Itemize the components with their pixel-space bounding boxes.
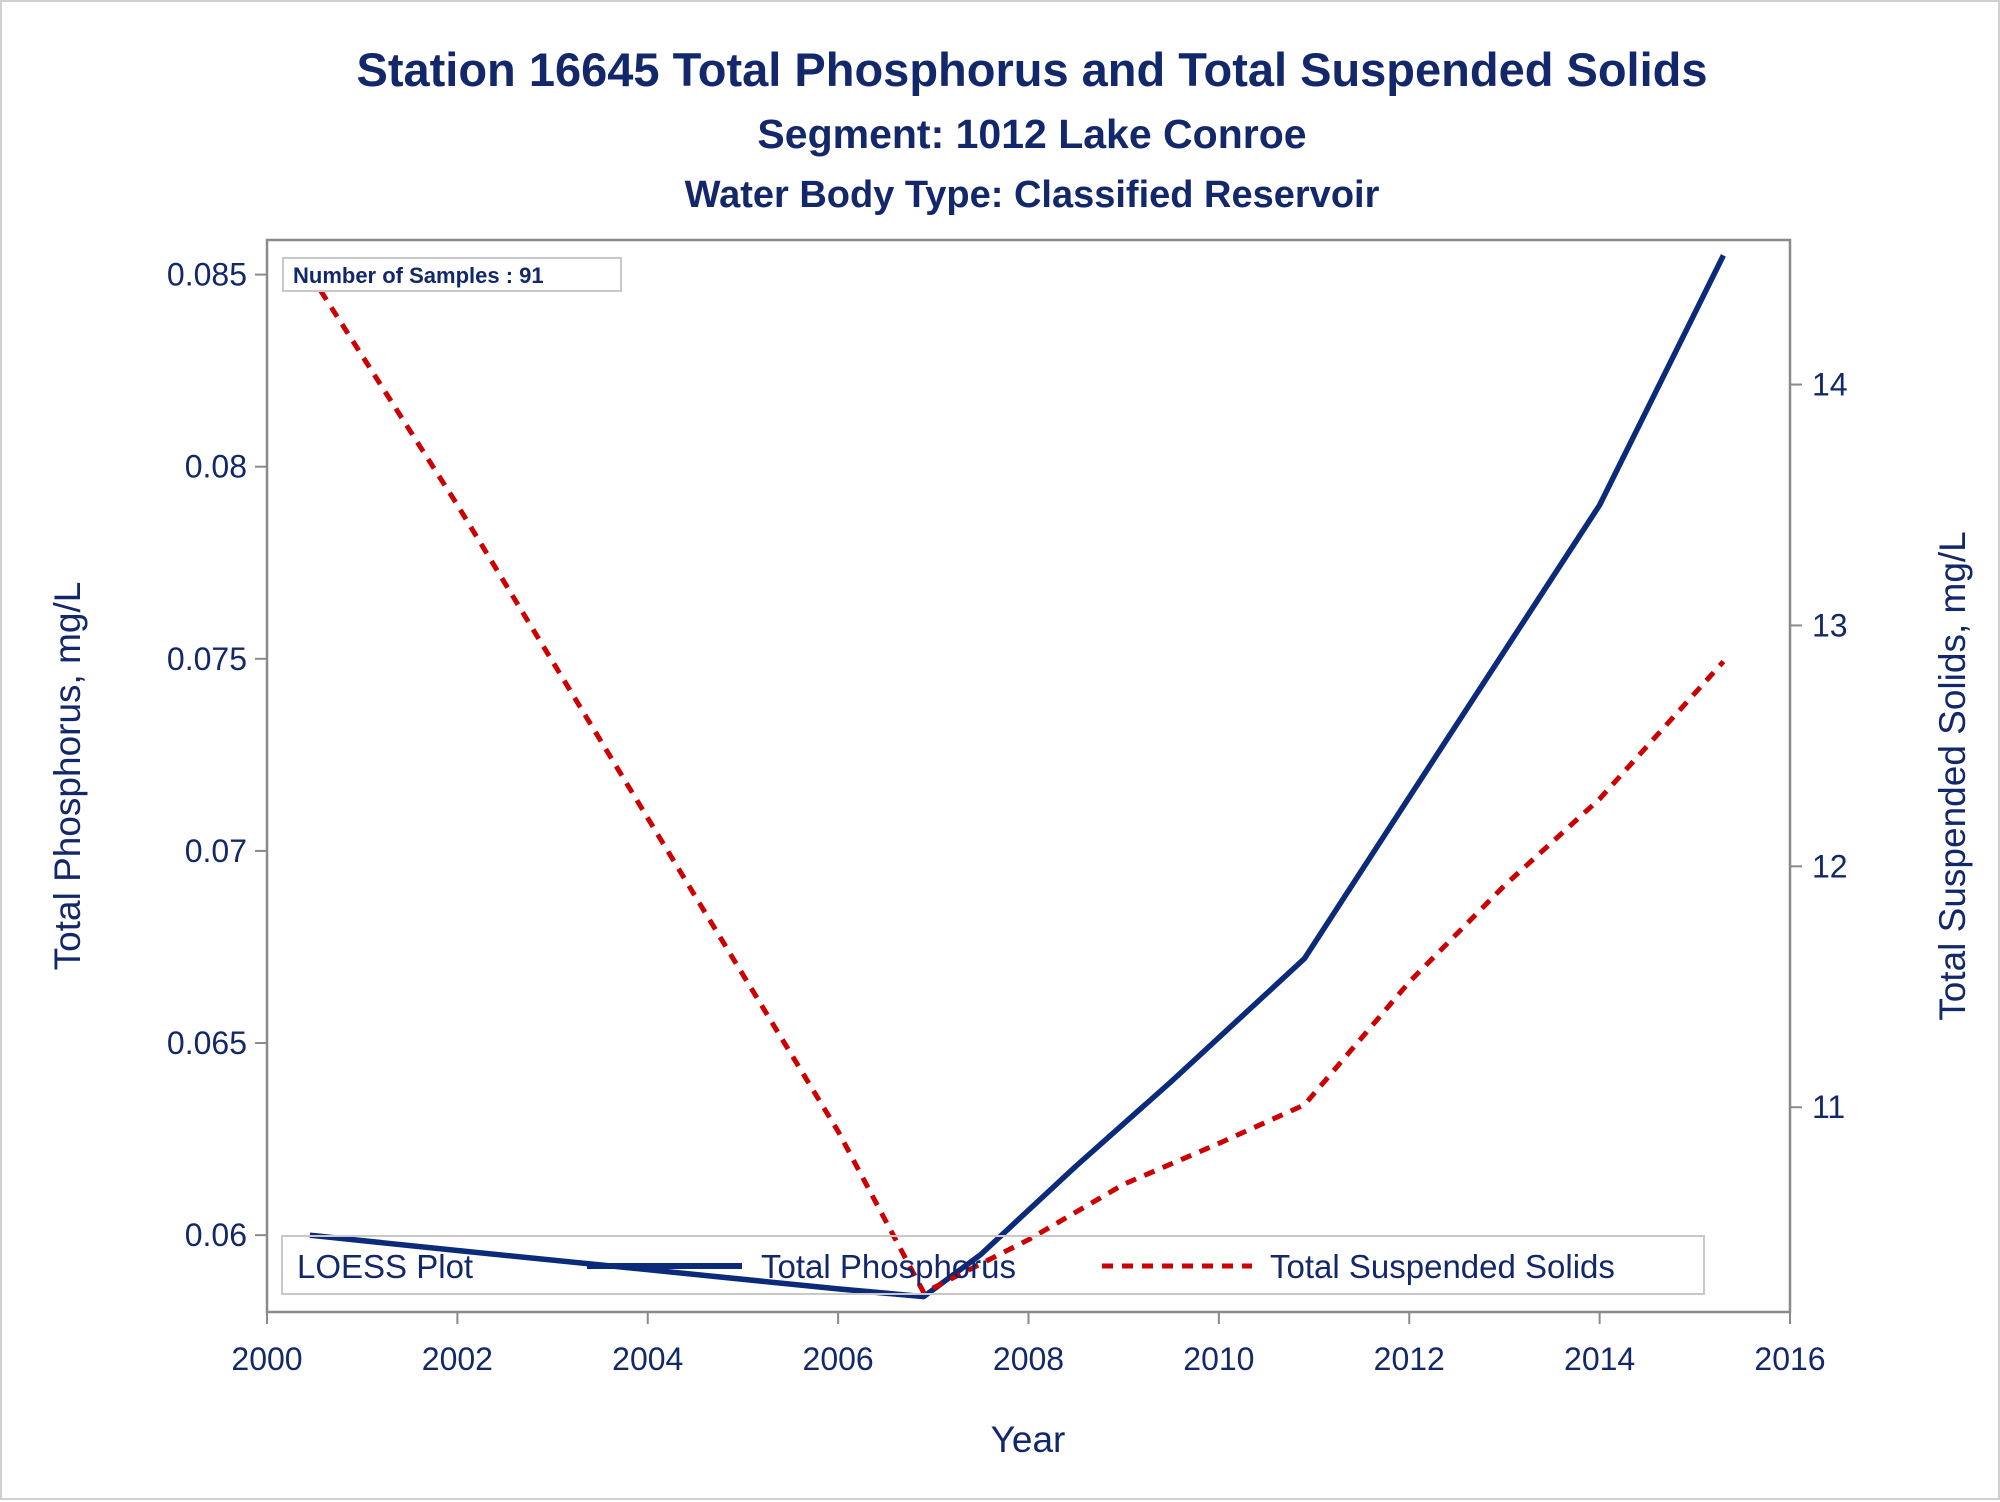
- y2-tick-label: 12: [1812, 848, 1848, 884]
- y2-tick-label: 11: [1812, 1089, 1845, 1125]
- sample-count-box: Number of Samples : 91: [282, 257, 622, 292]
- x-tick-label: 2012: [1374, 1341, 1445, 1377]
- y-tick-label: 0.06: [185, 1217, 247, 1253]
- legend-entry-total-suspended-solids: Total Suspended Solids: [1270, 1248, 1615, 1285]
- x-tick-label: 2000: [231, 1341, 302, 1377]
- y-axis-right: 11 12 13 14: [1790, 367, 1848, 1125]
- series-line-total-phosphorus: [309, 254, 1726, 1300]
- y2-axis-label: Total Suspended Solids, mg/L: [1932, 531, 1973, 1021]
- chart-subtitle: Segment: 1012 Lake Conroe: [757, 111, 1306, 157]
- y-tick-label: 0.075: [167, 641, 247, 677]
- plot-area-border: [265, 238, 1792, 1314]
- legend-title: LOESS Plot: [297, 1248, 473, 1285]
- sample-count-text: Number of Samples : 91: [293, 263, 544, 288]
- y-axis-label: Total Phosphorus, mg/L: [47, 582, 88, 971]
- series-lines: [307, 254, 1726, 1300]
- x-tick-label: 2002: [422, 1341, 493, 1377]
- y2-tick-label: 13: [1812, 607, 1848, 643]
- x-tick-label: 2016: [1754, 1341, 1825, 1377]
- y-tick-label: 0.085: [167, 257, 247, 293]
- legend-entry-total-phosphorus: Total Phosphorus: [761, 1248, 1016, 1285]
- y-axis-left: 0.06 0.065 0.07 0.075 0.08 0.085: [167, 257, 267, 1253]
- legend-box: [281, 1235, 1705, 1295]
- y-tick-label: 0.065: [167, 1025, 247, 1061]
- x-tick-label: 2004: [612, 1341, 683, 1377]
- legend: LOESS Plot Total Phosphorus Total Suspen…: [281, 1235, 1705, 1295]
- y-tick-label: 0.07: [185, 833, 247, 869]
- x-axis: 2000 2002 2004 2006 2008 2010 2012 2014 2016: [231, 1312, 1826, 1377]
- x-tick-label: 2008: [993, 1341, 1064, 1377]
- series-line-total-suspended-solids: [307, 272, 1726, 1296]
- chart-title: Station 16645 Total Phosphorus and Total…: [357, 43, 1708, 96]
- chart-subtitle-2: Water Body Type: Classified Reservoir: [685, 174, 1380, 216]
- y-tick-label: 0.08: [185, 449, 247, 485]
- x-tick-label: 2006: [803, 1341, 874, 1377]
- y2-tick-label: 14: [1812, 367, 1848, 403]
- x-tick-label: 2010: [1183, 1341, 1254, 1377]
- x-tick-label: 2014: [1564, 1341, 1635, 1377]
- x-axis-label: Year: [991, 1419, 1066, 1460]
